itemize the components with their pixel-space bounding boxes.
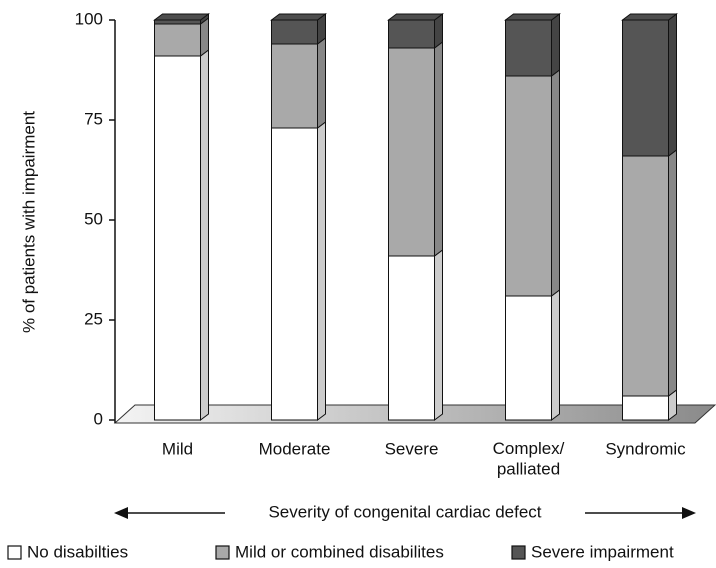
x-tick-label: Mild bbox=[162, 439, 193, 458]
bar-side bbox=[317, 121, 326, 421]
x-tick-label: Moderate bbox=[259, 439, 331, 458]
bar-side bbox=[317, 37, 326, 129]
legend-swatch bbox=[7, 545, 22, 560]
bar-top bbox=[387, 13, 444, 21]
bar-side bbox=[668, 149, 677, 397]
bar-segment bbox=[388, 255, 435, 421]
arrow-head bbox=[682, 507, 696, 519]
bar-segment bbox=[271, 127, 318, 421]
bar-side bbox=[668, 13, 677, 157]
x-tick-label: Syndromic bbox=[605, 439, 686, 458]
bar-segment bbox=[154, 19, 201, 25]
legend-swatch bbox=[215, 545, 230, 560]
legend-label: Mild or combined disabilites bbox=[235, 542, 444, 561]
bar-segment bbox=[271, 19, 318, 45]
bar-side bbox=[434, 41, 443, 257]
bar-segment bbox=[622, 155, 669, 397]
bar-top bbox=[270, 13, 327, 21]
x-axis-title: Severity of congenital cardiac defect bbox=[268, 502, 541, 521]
bar-side bbox=[200, 49, 209, 421]
bar-segment bbox=[154, 55, 201, 421]
bar-segment bbox=[388, 19, 435, 49]
bar-side bbox=[551, 69, 560, 297]
bar-side bbox=[551, 289, 560, 421]
bar-segment bbox=[388, 47, 435, 257]
bar-top bbox=[504, 13, 561, 21]
bar-top bbox=[153, 13, 210, 21]
x-tick-label: Severe bbox=[385, 439, 439, 458]
y-tick-label: 0 bbox=[94, 409, 103, 428]
bar-segment bbox=[505, 295, 552, 421]
bar-segment bbox=[622, 19, 669, 157]
y-tick-label: 50 bbox=[84, 209, 103, 228]
bar-segment bbox=[505, 75, 552, 297]
legend-label: No disabilties bbox=[27, 542, 128, 561]
y-tick-label: 25 bbox=[84, 309, 103, 328]
bar-segment bbox=[271, 43, 318, 129]
bar-segment bbox=[154, 23, 201, 57]
y-tick-label: 75 bbox=[84, 109, 103, 128]
y-axis-title: % of patients with impairment bbox=[19, 111, 38, 333]
bar-side bbox=[551, 13, 560, 77]
x-tick-label: Complex/palliated bbox=[493, 439, 565, 478]
legend-swatch bbox=[511, 545, 526, 560]
bar-side bbox=[434, 249, 443, 421]
legend-label: Severe impairment bbox=[531, 542, 674, 561]
arrow-head bbox=[114, 507, 128, 519]
bar-segment bbox=[505, 19, 552, 77]
bar-segment bbox=[622, 395, 669, 421]
y-tick-label: 100 bbox=[75, 9, 103, 28]
bar-top bbox=[621, 13, 678, 21]
